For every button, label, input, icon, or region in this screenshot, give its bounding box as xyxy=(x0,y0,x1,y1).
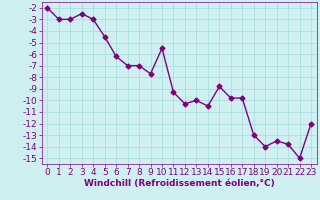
X-axis label: Windchill (Refroidissement éolien,°C): Windchill (Refroidissement éolien,°C) xyxy=(84,179,275,188)
